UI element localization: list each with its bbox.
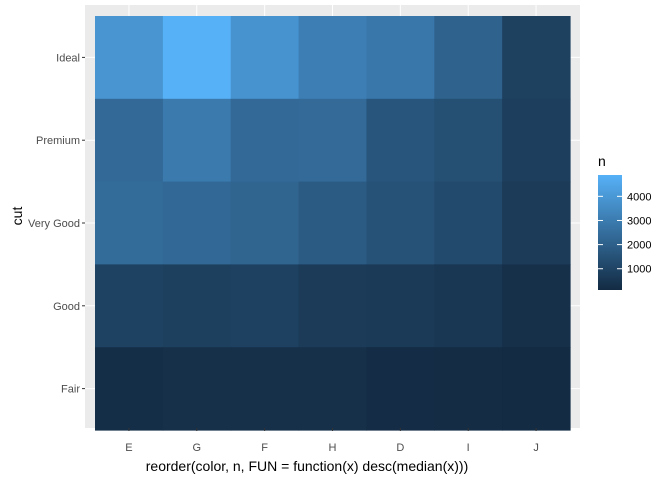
heatmap-cells xyxy=(95,16,571,431)
heatmap-cell-F-ideal xyxy=(230,16,300,100)
y-tick-label: Good xyxy=(53,301,80,313)
x-tick-label: G xyxy=(193,442,202,454)
legend-tick-label: 1000 xyxy=(627,264,651,276)
heatmap-cell-F-fair xyxy=(230,347,300,431)
heatmap-cell-G-premium xyxy=(162,98,232,183)
heatmap-cell-I-fair xyxy=(434,347,503,431)
heatmap-cell-F-good xyxy=(230,264,300,348)
heatmap-cell-E-very-good xyxy=(95,181,164,265)
heatmap-cell-D-good xyxy=(366,264,435,348)
heatmap-cell-J-premium xyxy=(502,98,571,183)
heatmap-cell-H-very-good xyxy=(298,181,368,265)
x-tick-label: J xyxy=(533,442,539,454)
heatmap-cell-I-good xyxy=(434,264,503,348)
y-axis-title: cut xyxy=(9,207,25,226)
x-axis-title: reorder(color, n, FUN = function(x) desc… xyxy=(146,458,469,474)
x-tick-label: D xyxy=(396,442,404,454)
heatmap-cell-G-very-good xyxy=(162,181,232,265)
legend-tick-label: 4000 xyxy=(627,191,651,203)
legend-tick-label: 3000 xyxy=(627,215,651,227)
x-tick-label: H xyxy=(329,442,337,454)
heatmap-cell-I-premium xyxy=(434,98,503,183)
heatmap-cell-E-ideal xyxy=(95,16,164,100)
heatmap-cell-D-premium xyxy=(366,98,435,183)
legend-colorbar xyxy=(598,175,622,290)
legend-title: n xyxy=(598,153,606,169)
heatmap-cell-I-ideal xyxy=(434,16,503,100)
legend: n 1000 2000 3000 4000 xyxy=(598,153,651,290)
heatmap-cell-J-good xyxy=(502,264,571,348)
y-tick-label: Fair xyxy=(61,384,80,396)
heatmap-cell-I-very-good xyxy=(434,181,503,265)
heatmap-cell-G-fair xyxy=(162,347,232,431)
heatmap-cell-H-fair xyxy=(298,347,368,431)
heatmap-cell-J-ideal xyxy=(502,16,571,100)
heatmap-cell-G-ideal xyxy=(162,16,232,100)
x-tick-label: I xyxy=(467,442,470,454)
heatmap-cell-H-good xyxy=(298,264,368,348)
heatmap-cell-E-premium xyxy=(95,98,164,183)
heatmap-cell-H-premium xyxy=(298,98,368,183)
heatmap-cell-D-fair xyxy=(366,347,435,431)
heatmap-cell-J-fair xyxy=(502,347,571,431)
legend-ticks: 1000 2000 3000 4000 xyxy=(598,191,651,276)
heatmap-cell-G-good xyxy=(162,264,232,348)
heatmap-cell-J-very-good xyxy=(502,181,571,265)
heatmap-cell-E-fair xyxy=(95,347,164,431)
heatmap-cell-D-ideal xyxy=(366,16,435,100)
heatmap-cell-E-good xyxy=(95,264,164,348)
heatmap-cell-D-very-good xyxy=(366,181,435,265)
legend-tick-label: 2000 xyxy=(627,240,651,252)
heatmap-cell-H-ideal xyxy=(298,16,368,100)
y-tick-label: Ideal xyxy=(56,52,80,64)
x-tick-label: E xyxy=(125,442,132,454)
heatmap-cell-F-premium xyxy=(230,98,300,183)
y-tick-label: Very Good xyxy=(28,218,80,230)
heatmap-cell-F-very-good xyxy=(230,181,300,265)
x-tick-label: F xyxy=(261,442,268,454)
y-axis-ticks: Ideal Premium Very Good Good Fair xyxy=(28,52,85,396)
y-tick-label: Premium xyxy=(36,135,80,147)
